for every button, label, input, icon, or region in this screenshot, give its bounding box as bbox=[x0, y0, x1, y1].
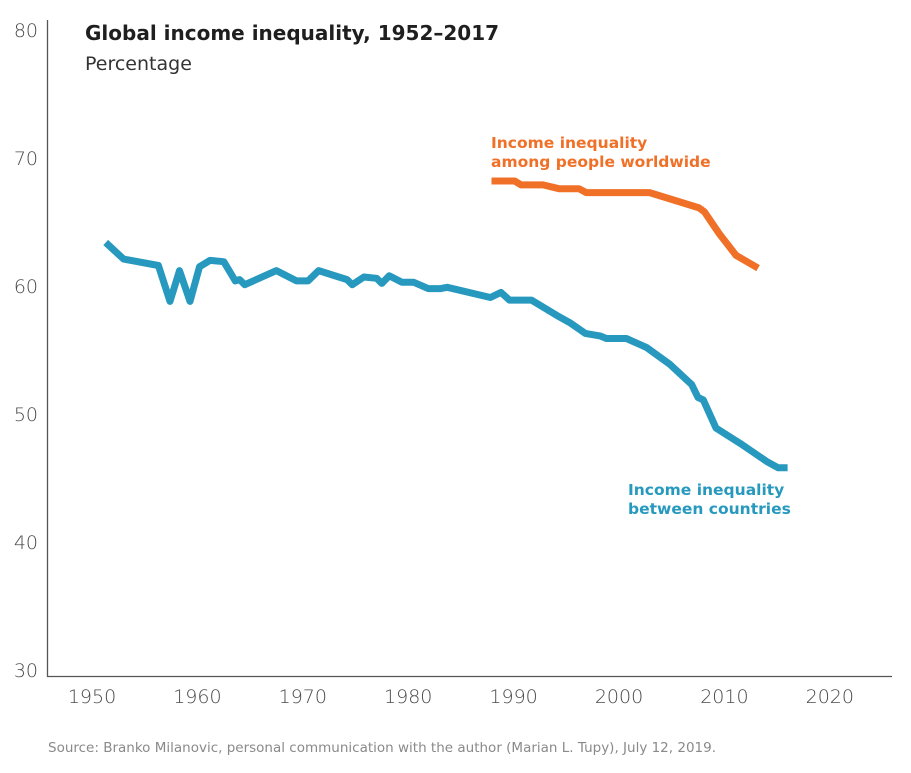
series-label-worldwide: Income inequality among people worldwide bbox=[491, 134, 711, 171]
x-tick-label: 1990 bbox=[489, 686, 537, 708]
series-line-between-countries bbox=[103, 239, 788, 472]
series-label-countries-line1: Income inequality bbox=[628, 481, 784, 499]
x-tick-label: 2000 bbox=[595, 686, 643, 708]
x-tick-label: 2010 bbox=[700, 686, 748, 708]
x-tick-labels: 1950 1960 1970 1980 1990 2000 2010 2020 bbox=[68, 686, 854, 708]
y-tick-label: 30 bbox=[14, 660, 38, 682]
x-tick-label: 1970 bbox=[279, 686, 327, 708]
y-tick-label: 70 bbox=[14, 148, 38, 170]
x-tick-label: 1950 bbox=[68, 686, 116, 708]
y-tick-labels: 30 40 50 60 70 80 bbox=[14, 20, 38, 682]
x-tick-label: 1960 bbox=[173, 686, 221, 708]
x-tick-label: 2020 bbox=[806, 686, 854, 708]
x-tick-label: 1980 bbox=[384, 686, 432, 708]
source-note: Source: Branko Milanovic, personal commu… bbox=[48, 740, 716, 756]
series-label-countries: Income inequality between countries bbox=[628, 481, 791, 518]
series-line-among-people bbox=[491, 177, 760, 272]
series-label-worldwide-line2: among people worldwide bbox=[491, 153, 711, 171]
y-tick-label: 80 bbox=[14, 20, 38, 42]
y-tick-label: 40 bbox=[14, 532, 38, 554]
chart-subtitle: Percentage bbox=[85, 53, 192, 75]
series-label-countries-line2: between countries bbox=[628, 500, 791, 518]
y-tick-label: 60 bbox=[14, 276, 38, 298]
series-label-worldwide-line1: Income inequality bbox=[491, 134, 647, 152]
chart-title: Global income inequality, 1952–2017 bbox=[85, 21, 499, 45]
y-tick-label: 50 bbox=[14, 404, 38, 426]
series-lines bbox=[103, 177, 788, 472]
